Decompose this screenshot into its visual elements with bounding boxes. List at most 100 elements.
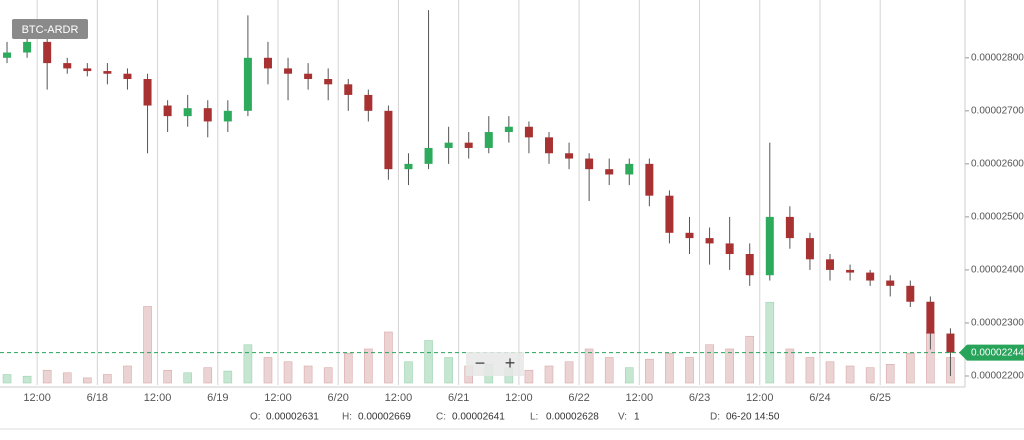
volume-bar <box>223 370 233 384</box>
volume-bar <box>544 365 554 384</box>
volume-bar <box>163 369 172 384</box>
volume-bar <box>364 348 373 384</box>
volume-bar <box>825 361 835 384</box>
info-label: C: <box>436 412 446 423</box>
y-tick-label: 0.00002800 <box>971 52 1024 63</box>
x-tick-label: 6/25 <box>869 392 890 404</box>
candle-body <box>565 153 574 159</box>
x-tick-label: 12:00 <box>385 392 413 404</box>
candle-body <box>605 169 614 175</box>
candle-body <box>826 259 835 270</box>
plot-area <box>0 0 965 385</box>
volume-bar <box>805 357 815 384</box>
candle-body <box>123 73 132 80</box>
volume-bar <box>624 367 634 384</box>
y-tick-label: 0.00002200 <box>971 371 1024 382</box>
volume-bar <box>665 352 674 384</box>
zoom-out[interactable]: − <box>475 353 486 373</box>
info-value: 0.00002641 <box>452 412 505 423</box>
volume-bar <box>765 301 775 384</box>
volume-bar <box>424 340 433 384</box>
info-value: 0.00002631 <box>266 412 319 423</box>
info-label: L: <box>530 412 538 423</box>
info-value: 06-20 14:50 <box>726 412 780 423</box>
x-tick-label: 6/22 <box>568 392 589 404</box>
x-tick-label: 6/18 <box>87 392 108 404</box>
candle-body <box>23 41 32 53</box>
candle-body <box>846 269 855 273</box>
x-tick-label: 6/19 <box>207 392 228 404</box>
candle-body <box>3 52 12 58</box>
x-tick-label: 6/24 <box>809 392 830 404</box>
candle-body <box>364 94 373 111</box>
candle-body <box>544 137 553 154</box>
volume-bar <box>685 357 694 384</box>
info-value: 1 <box>634 412 640 423</box>
volume-bar <box>604 357 614 384</box>
volume-bar <box>705 344 714 384</box>
symbol-box <box>12 19 88 39</box>
x-tick-label: 12:00 <box>144 392 172 404</box>
volume-bar <box>42 369 52 384</box>
volume-bar <box>323 367 333 384</box>
y-tick-label: 0.00002400 <box>971 265 1024 276</box>
candle-body <box>805 238 814 260</box>
volume-bar <box>143 306 152 384</box>
volume-bar <box>885 363 895 384</box>
candle-body <box>384 110 393 170</box>
x-tick-label: 12:00 <box>746 392 774 404</box>
volume-bar <box>785 348 795 384</box>
zoom-in[interactable]: + <box>505 353 516 373</box>
volume-bar <box>123 365 132 384</box>
candle-body <box>625 163 634 175</box>
candle-body <box>63 63 72 69</box>
candle-body <box>585 158 594 170</box>
volume-bar <box>745 335 755 384</box>
candle-body <box>524 126 533 138</box>
info-value: 0.00002669 <box>358 412 411 423</box>
candle-body <box>163 105 172 117</box>
volume-bar <box>404 361 413 384</box>
symbol-label: BTC-ARDR <box>22 24 79 36</box>
volume-bar <box>343 352 353 384</box>
candle-body <box>765 216 774 276</box>
volume-bar <box>564 361 574 384</box>
candle-body <box>504 126 513 133</box>
candle-body <box>645 163 654 196</box>
candle-body <box>103 71 112 74</box>
volume-bar <box>444 357 453 384</box>
candle-body <box>243 57 252 111</box>
candle-body <box>183 108 192 117</box>
volume-bar <box>263 357 273 384</box>
x-tick-label: 6/20 <box>328 392 349 404</box>
candle-body <box>906 285 915 302</box>
volume-bar <box>865 367 875 384</box>
volume-bar <box>183 372 192 384</box>
info-label: H: <box>342 412 352 423</box>
volume-bar <box>103 374 112 384</box>
volume-bar <box>83 377 92 384</box>
candle-body <box>866 272 875 281</box>
candle-body <box>484 132 493 148</box>
candle-body <box>464 142 473 148</box>
candle-body <box>43 41 52 64</box>
candle-body <box>143 79 152 106</box>
candle-body <box>785 216 794 239</box>
candle-body <box>263 57 272 69</box>
volume-bar <box>203 367 213 384</box>
volume-bar <box>906 352 915 384</box>
candle-body <box>83 68 92 72</box>
last-price-box <box>959 344 1024 361</box>
candle-body <box>745 254 754 276</box>
candle-body <box>344 84 353 95</box>
volume-bar <box>645 358 654 384</box>
volume-bar <box>303 365 313 384</box>
x-tick-label: 12:00 <box>23 392 51 404</box>
volume-bar <box>845 365 855 384</box>
candle-body <box>203 108 212 122</box>
candle-body <box>705 238 714 244</box>
y-tick-label: 0.00002600 <box>971 159 1024 170</box>
y-tick-label: 0.00002500 <box>971 212 1024 223</box>
